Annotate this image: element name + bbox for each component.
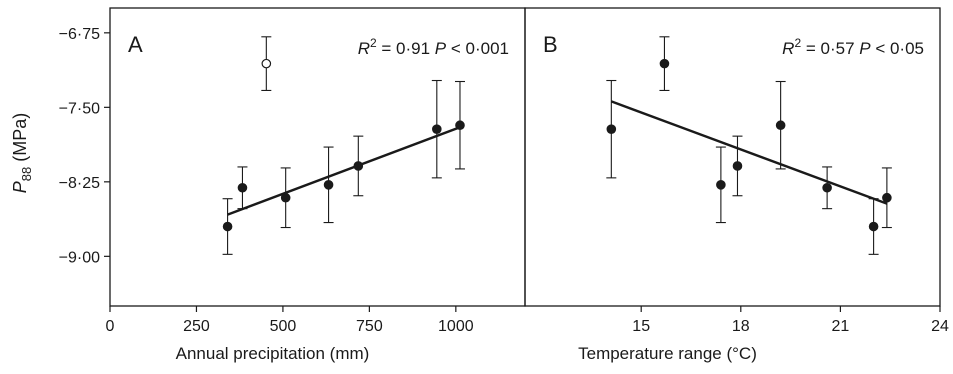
p-symbol: P [435, 39, 447, 58]
data-point [323, 180, 334, 190]
data-point [775, 120, 786, 131]
panel-label: B [543, 32, 558, 57]
data-point [432, 124, 442, 134]
data-point [606, 124, 617, 134]
data-point [280, 192, 291, 203]
panel-label: A [128, 32, 143, 57]
panel-b: 15 18 21 24 Temperature range (°C) B R2 = 0·57… [524, 7, 949, 363]
trendline [610, 100, 888, 205]
stat-annotation: R2 = 0·57 P < 0·05 [782, 36, 924, 58]
y-axis-label-main: P [10, 181, 30, 193]
data-point [732, 161, 743, 171]
p-value: < 0·001 [446, 39, 509, 58]
y-axis-label-subscript: 88 [19, 167, 34, 181]
x-tick-label: 0 [106, 318, 115, 335]
r-squared-value: = 0·57 [801, 39, 859, 58]
x-tick-label: 15 [632, 318, 650, 335]
x-tick-label: 1000 [438, 318, 474, 335]
y-tick-label: −8·25 [59, 175, 100, 192]
panel-a: 0 250 500 750 1000 −6·75 −7·50 −8·25 −9·00 Annual… [59, 7, 526, 363]
trendline [227, 126, 461, 216]
data-point [716, 180, 726, 190]
r-squared-symbol: R [358, 39, 370, 58]
x-axis-label: Temperature range (°C) [578, 344, 757, 363]
y-axis-label-unit: (MPa) [10, 113, 30, 167]
data-point [353, 161, 364, 171]
x-tick-label: 21 [832, 318, 850, 335]
data-point [882, 192, 892, 203]
data-point [237, 182, 248, 193]
data-point [659, 58, 670, 69]
x-tick-label: 750 [356, 318, 383, 335]
x-tick-label: 250 [183, 318, 210, 335]
y-tick-label: −9·00 [59, 249, 100, 266]
r-squared-symbol: R [782, 39, 794, 58]
data-point [868, 221, 879, 232]
x-tick-label: 24 [931, 318, 949, 335]
data-point [222, 221, 233, 232]
data-point-outlier [261, 58, 272, 69]
x-tick-label: 18 [732, 318, 750, 335]
r-squared-exponent: 2 [370, 36, 377, 50]
data-point [455, 120, 465, 131]
p-symbol: P [859, 39, 871, 58]
r-squared-exponent: 2 [794, 36, 801, 50]
y-tick-label: −6·75 [59, 26, 100, 43]
x-tick-label: 500 [270, 318, 297, 335]
x-axis-label: Annual precipitation (mm) [176, 344, 370, 363]
data-point [822, 182, 832, 193]
p-value: < 0·05 [871, 39, 924, 58]
y-tick-label: −7·50 [59, 100, 100, 117]
y-axis-label: P88 (MPa) [10, 113, 34, 193]
plot-frame [524, 7, 941, 307]
r-squared-value: = 0·91 [377, 39, 435, 58]
stat-annotation: R2 = 0·91 P < 0·001 [358, 36, 509, 58]
